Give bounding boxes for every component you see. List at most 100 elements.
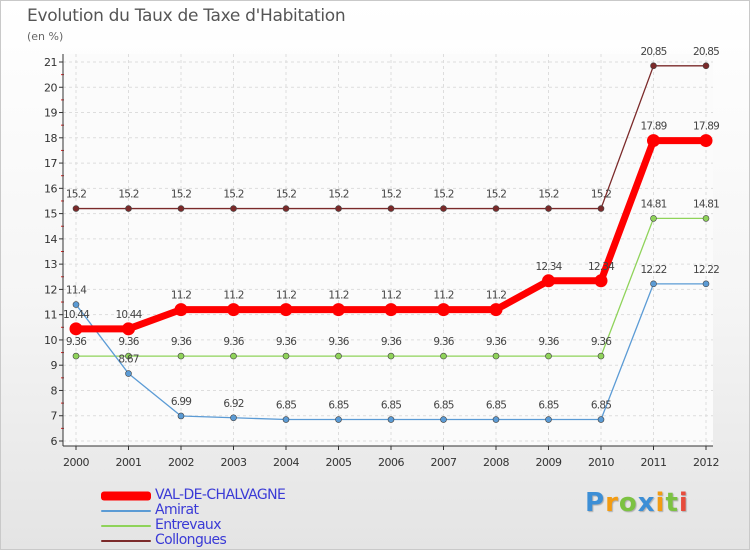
- y-tick-label: 11: [44, 309, 57, 322]
- data-label: 20.85: [693, 46, 719, 58]
- y-tick-label: 17: [44, 157, 57, 170]
- data-label: 15.2: [276, 189, 296, 201]
- data-point: [177, 412, 185, 420]
- data-label: 9.36: [433, 336, 454, 348]
- data-label: 6.85: [538, 400, 558, 412]
- data-point: [440, 416, 447, 423]
- y-tick-label: 9: [51, 359, 58, 372]
- y-tick-label: 8: [51, 384, 58, 397]
- proxiti-logo: Proxiti: [585, 488, 689, 518]
- legend-swatch: [101, 509, 151, 512]
- data-point: [492, 205, 500, 212]
- y-tick-label: 21: [44, 56, 57, 69]
- x-tick-label: 2004: [273, 456, 299, 469]
- data-point: [332, 303, 345, 317]
- data-label: 9.36: [171, 336, 192, 348]
- data-point: [699, 134, 713, 148]
- data-point: [125, 205, 132, 212]
- data-point: [597, 416, 605, 423]
- data-label: 17.89: [640, 121, 666, 133]
- data-point: [545, 352, 552, 360]
- legend-swatch: [101, 524, 151, 527]
- series-collongues: 15.2 15.2 15.2 15.2 15.2 15.2 15.2 15.2 15.2 15.2…: [66, 46, 720, 212]
- data-point: [492, 352, 500, 360]
- data-label: 12.22: [693, 264, 719, 276]
- logo-letter: o: [618, 488, 638, 518]
- logo-letter: P: [585, 488, 606, 518]
- legend-label: Collongues: [155, 532, 227, 548]
- y-tick-label: 13: [44, 258, 57, 271]
- data-label: 15.2: [66, 189, 86, 201]
- data-point: [72, 205, 80, 212]
- data-point: [492, 416, 500, 423]
- series-val-de-chalvagne: 10.44 10.44 11.2 11.2 11.2 11.2 11.2 11.2 11.2 12…: [63, 121, 720, 336]
- y-tick-label: 18: [44, 132, 57, 145]
- data-label: 12.34: [535, 261, 562, 273]
- data-point: [489, 303, 503, 317]
- x-tick-label: 2010: [588, 456, 614, 469]
- y-tick-label: 12: [44, 283, 57, 296]
- data-label: 6.85: [591, 400, 611, 412]
- y-tick-label: 16: [44, 182, 57, 195]
- data-point: [594, 274, 608, 288]
- data-point: [177, 352, 185, 360]
- data-label: 12.22: [640, 264, 666, 276]
- data-point: [335, 352, 342, 360]
- data-point: [122, 322, 135, 336]
- data-label: 6.92: [223, 398, 243, 410]
- logo-letter: i: [655, 488, 666, 518]
- data-label: 11.2: [223, 290, 243, 302]
- x-tick-label: 2000: [63, 456, 89, 469]
- y-tick-label: 10: [44, 334, 57, 347]
- data-label: 10.44: [63, 309, 90, 321]
- data-point: [702, 215, 710, 222]
- data-label: 15.2: [538, 189, 558, 201]
- data-label: 6.85: [276, 400, 296, 412]
- data-point: [177, 205, 185, 212]
- data-label: 15.2: [223, 189, 243, 201]
- data-label: 15.2: [328, 189, 348, 201]
- data-label: 9.36: [223, 336, 244, 348]
- legend-swatch: [101, 491, 151, 500]
- plot-area: [63, 54, 713, 446]
- data-label: 15.2: [433, 189, 453, 201]
- x-tick-label: 2006: [378, 456, 404, 469]
- data-point: [227, 303, 240, 317]
- data-point: [650, 280, 657, 288]
- legend-swatch: [101, 539, 151, 542]
- data-point: [545, 205, 552, 212]
- data-label: 11.4: [66, 285, 87, 297]
- data-label: 9.36: [591, 336, 612, 348]
- data-point: [230, 414, 237, 422]
- data-point: [174, 303, 188, 317]
- data-point: [335, 205, 342, 212]
- legend-label: VAL-DE-CHALVAGNE: [155, 487, 286, 503]
- data-label: 15.2: [118, 189, 138, 201]
- data-point: [702, 280, 710, 288]
- data-point: [597, 205, 605, 212]
- data-label: 9.36: [66, 336, 87, 348]
- data-point: [279, 303, 293, 317]
- data-label: 15.2: [591, 189, 611, 201]
- data-point: [387, 205, 395, 212]
- data-label: 6.85: [486, 400, 506, 412]
- x-tick-label: 2008: [483, 456, 509, 469]
- data-label: 11.2: [171, 290, 191, 302]
- x-tick-label: 2002: [168, 456, 194, 469]
- x-tick-label: 2009: [536, 456, 562, 469]
- data-label: 6.85: [433, 400, 453, 412]
- data-label: 9.36: [381, 336, 402, 348]
- y-tick-label: 14: [44, 233, 57, 246]
- data-point: [597, 352, 605, 360]
- data-label: 6.99: [171, 396, 191, 408]
- data-label: 11.2: [433, 290, 453, 302]
- data-point: [702, 62, 710, 70]
- data-point: [647, 134, 660, 148]
- y-tick-label: 15: [44, 208, 57, 221]
- data-label: 11.2: [276, 290, 296, 302]
- data-label: 8.67: [118, 354, 138, 366]
- data-label: 9.36: [118, 336, 139, 348]
- data-label: 11.2: [328, 290, 348, 302]
